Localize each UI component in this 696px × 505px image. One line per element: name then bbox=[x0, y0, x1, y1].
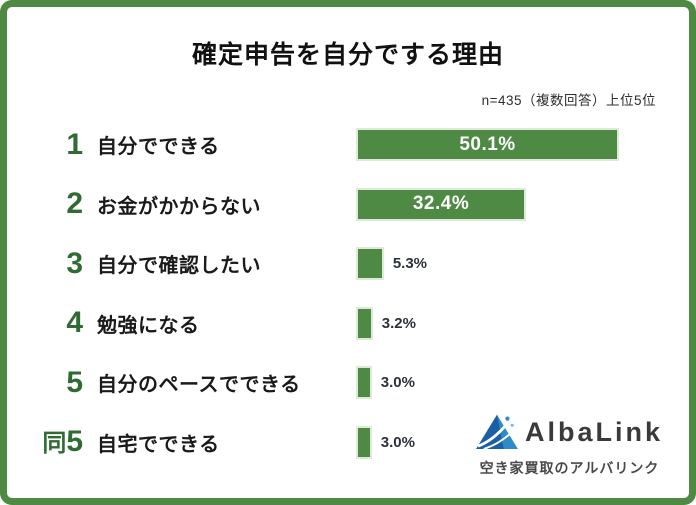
bar: 32.4% bbox=[356, 187, 527, 221]
reason-label: 自分のペースでできる bbox=[97, 374, 301, 397]
chart-title: 確定申告を自分でする理由 bbox=[191, 41, 504, 69]
reason-label: 自宅でできる bbox=[97, 433, 220, 456]
bar-value: 3.0% bbox=[380, 433, 415, 451]
rank-badge: 4 bbox=[66, 306, 83, 340]
reason-label: 自分で確認したい bbox=[97, 255, 261, 278]
rank-badge: 5 bbox=[66, 365, 83, 399]
bar-track: 32.4% 32.4% bbox=[356, 187, 689, 221]
ranking-row: 4 勉強になる 3.2% 3.2% bbox=[7, 294, 689, 354]
bar-track: 3.0% 3.0% bbox=[356, 425, 689, 459]
logo-tagline: 空き家買取のアルバリンク bbox=[479, 460, 660, 476]
bar-value: 50.1% bbox=[459, 133, 516, 155]
rank-badge: 3 bbox=[66, 246, 83, 280]
albalink-logo: AlbaLink 空き家買取のアルバリンク bbox=[476, 411, 663, 478]
bar-track: 50.1% 50.1% bbox=[356, 128, 689, 162]
ranking-row: 3 自分で確認したい 5.3% 5.3% bbox=[7, 234, 689, 294]
bar-track: 3.0% 3.0% bbox=[356, 366, 689, 400]
rank-badge: 1 bbox=[66, 127, 83, 161]
bar: 5.3% bbox=[356, 247, 384, 281]
bar-value: 32.4% bbox=[412, 193, 470, 215]
sample-size-note: n=435（複数回答）上位5位 bbox=[481, 93, 656, 108]
ranking-row: 5 自分のペースでできる 3.0% 3.0% bbox=[7, 353, 689, 413]
ranking-row: 2 お金がかからない 32.4% 32.4% bbox=[7, 175, 689, 235]
bar-track: 5.3% 5.3% bbox=[356, 247, 689, 281]
bar: 50.1% bbox=[356, 128, 620, 162]
ranking-row: 同5 自宅でできる 3.0% 3.0% bbox=[7, 413, 689, 473]
logo-brand-text: AlbaLink bbox=[524, 417, 663, 447]
ranking-list: 1 自分でできる 50.1% 50.1% 2 お金がかからない 32.4% 32… bbox=[7, 115, 689, 472]
bar: 3.0% bbox=[356, 425, 372, 459]
bar: 3.0% bbox=[356, 366, 372, 400]
bar: 3.2% bbox=[356, 306, 373, 340]
ranking-row: 1 自分でできる 50.1% 50.1% bbox=[7, 115, 689, 175]
bar-value: 3.0% bbox=[380, 374, 415, 392]
rank-badge: 同5 bbox=[42, 425, 83, 459]
reason-label: 自分でできる bbox=[97, 136, 220, 159]
reason-label: お金がかからない bbox=[97, 195, 261, 218]
bar-track: 3.2% 3.2% bbox=[356, 306, 689, 340]
reason-label: 勉強になる bbox=[97, 314, 200, 337]
mountain-icon bbox=[476, 411, 518, 454]
rank-badge: 2 bbox=[66, 187, 83, 221]
bar-value: 3.2% bbox=[381, 314, 416, 332]
bar-value: 5.3% bbox=[392, 255, 428, 273]
